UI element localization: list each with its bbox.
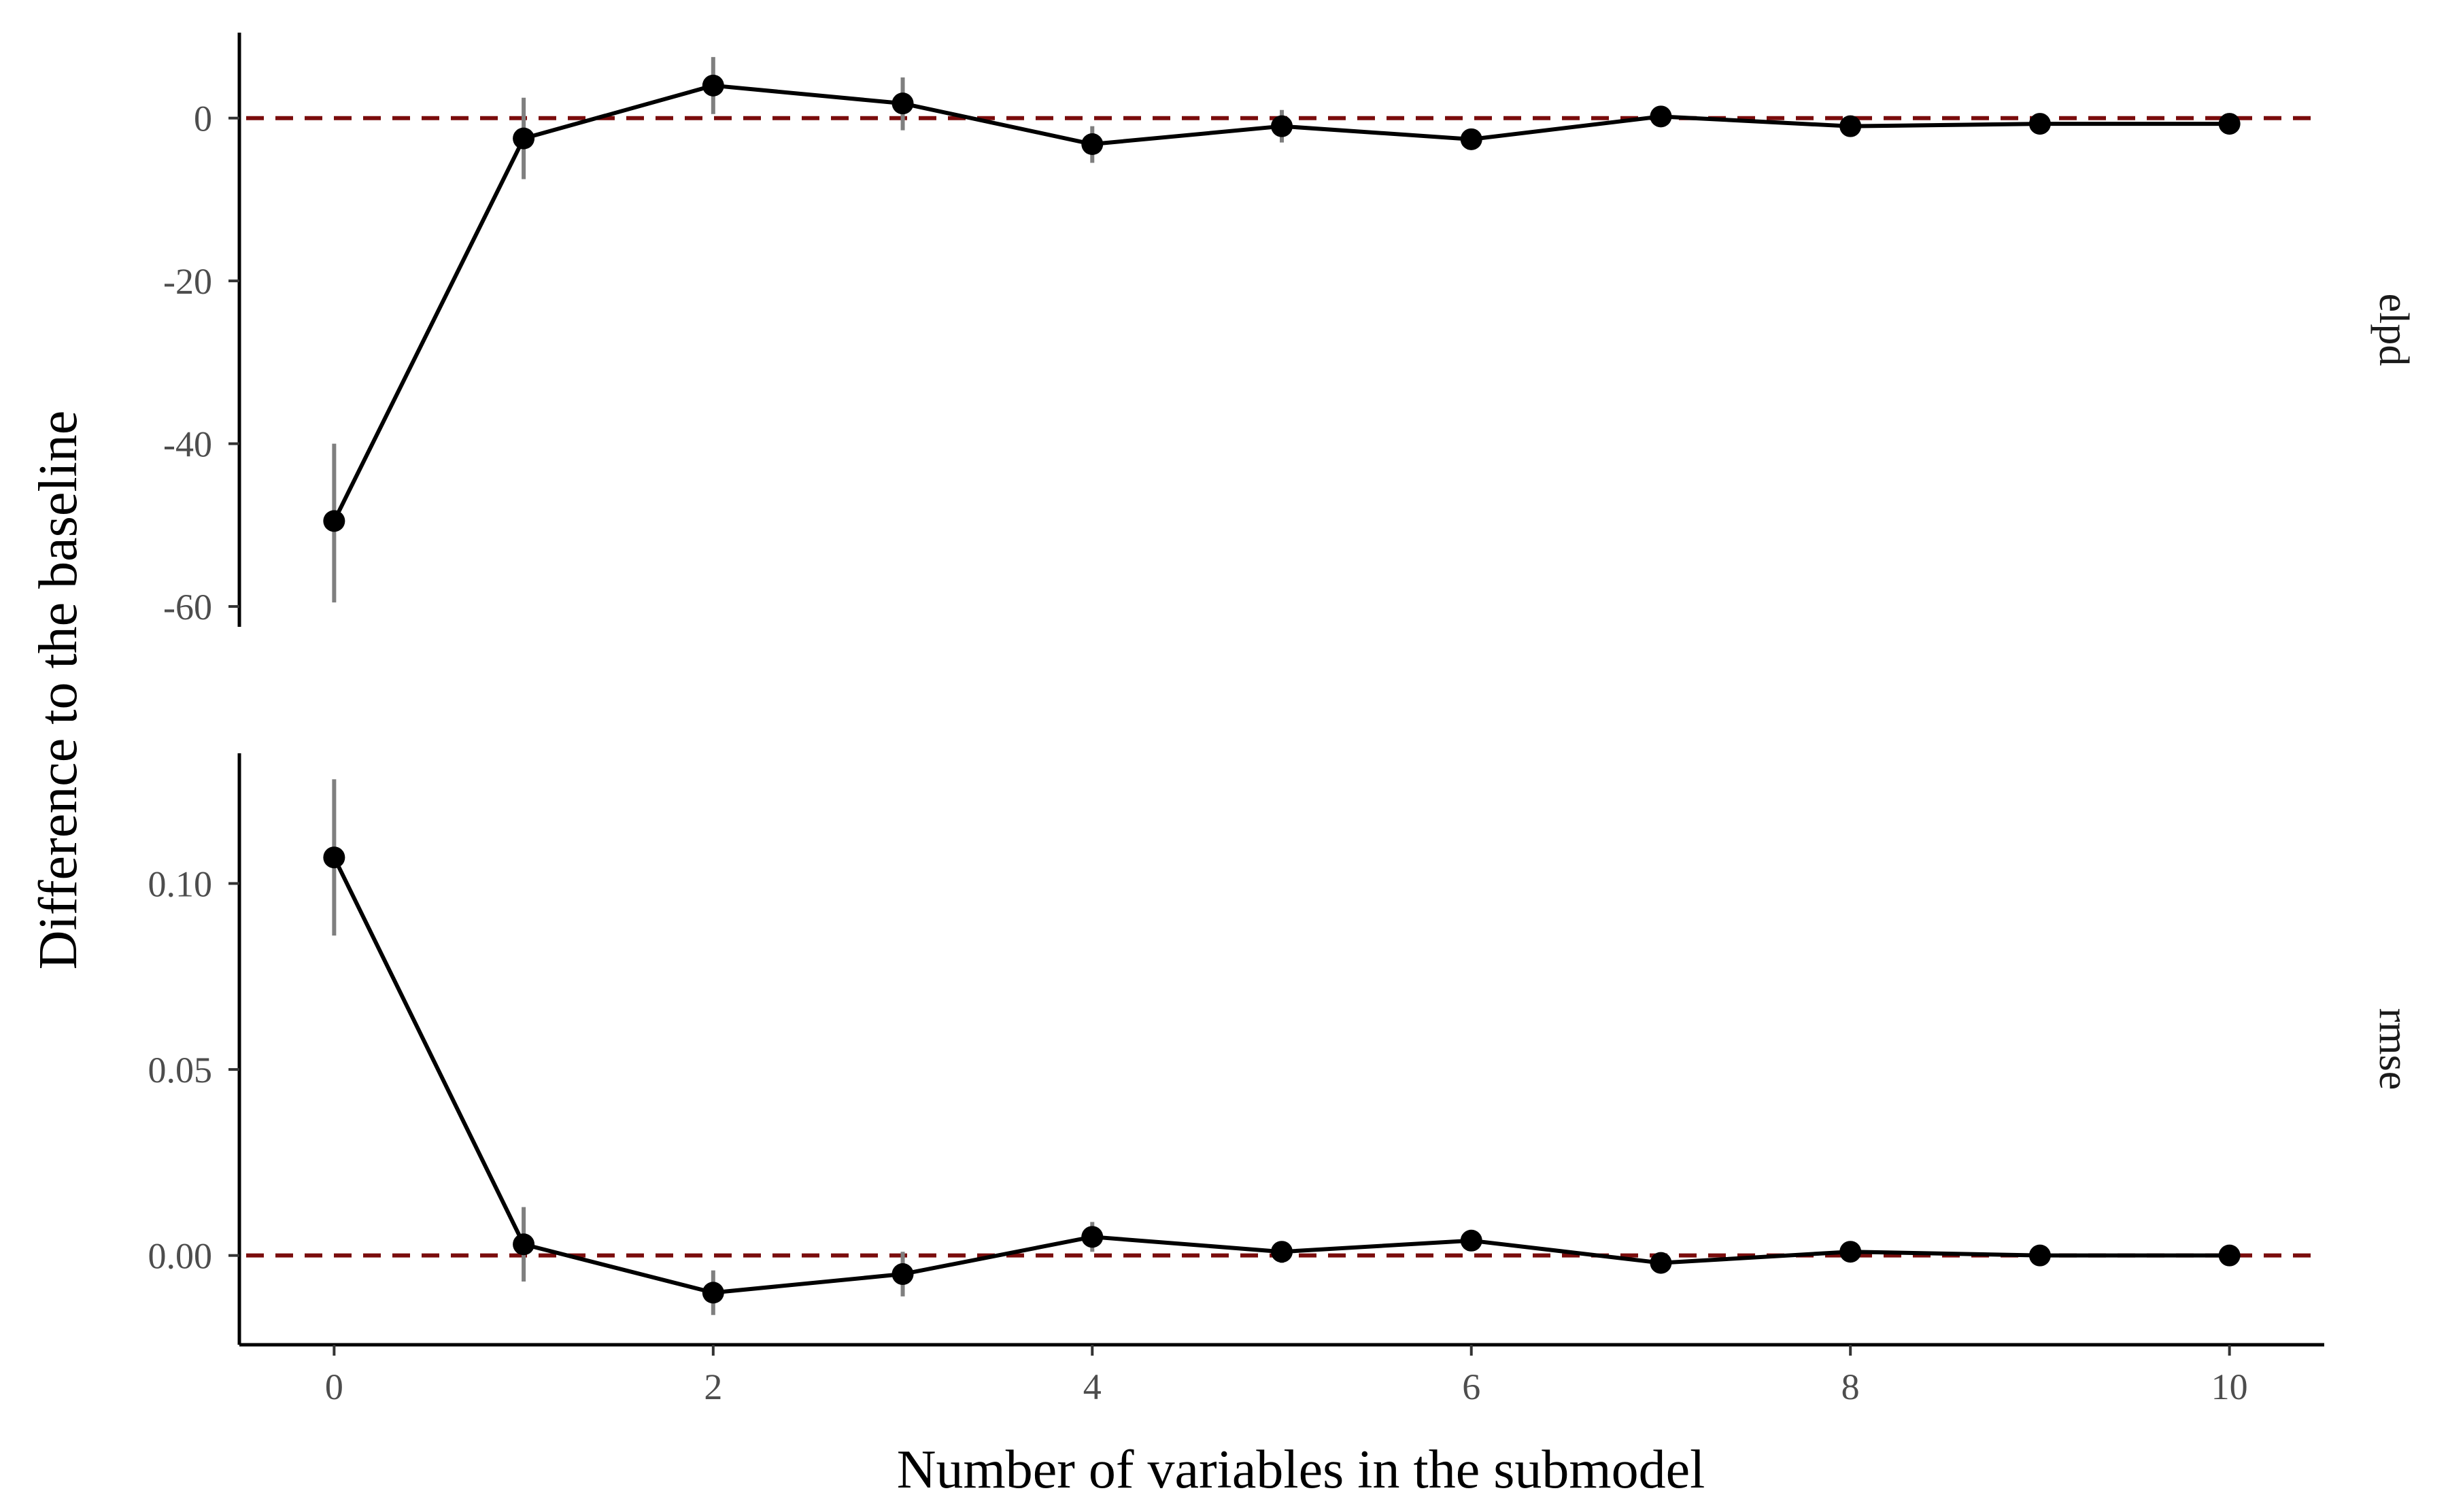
x-tick-label: 2 (704, 1367, 722, 1407)
panel-elpd: 0 -20 -40 -60 elpd (163, 33, 2417, 628)
y-tick-label: -60 (163, 587, 212, 628)
y-tick-label: 0.05 (148, 1050, 213, 1090)
data-point (702, 1282, 724, 1304)
data-point (2218, 113, 2241, 135)
x-tick-label: 8 (1841, 1367, 1860, 1407)
x-tick-label: 10 (2211, 1367, 2248, 1407)
data-point (1460, 1229, 1482, 1252)
data-point (1271, 1241, 1293, 1263)
data-point (1650, 1252, 1672, 1274)
data-point (2028, 1244, 2051, 1267)
x-tick-label: 0 (325, 1367, 343, 1407)
y-tick-label: 0 (194, 99, 212, 139)
data-point (513, 1233, 535, 1256)
data-point (1460, 128, 1482, 150)
data-point (1271, 115, 1293, 137)
y-tick-label: -20 (163, 261, 212, 302)
x-tick-label: 4 (1083, 1367, 1102, 1407)
data-point (323, 510, 345, 532)
data-point (702, 74, 724, 97)
y-axis-title: Difference to the baseline (29, 411, 88, 970)
data-point (323, 846, 345, 869)
strip-label-rmse: rmse (2370, 1008, 2417, 1090)
y-tick-label: -40 (163, 424, 212, 465)
data-point (891, 92, 914, 115)
data-point (1839, 115, 1862, 137)
data-point (2218, 1244, 2241, 1267)
strip-label-elpd: elpd (2370, 294, 2417, 366)
data-point (513, 127, 535, 150)
data-point (1650, 105, 1672, 128)
y-tick-label: 0.00 (148, 1236, 213, 1277)
x-tick-label: 6 (1462, 1367, 1480, 1407)
x-axis-title: Number of variables in the submodel (897, 1440, 1705, 1500)
data-point (1081, 1226, 1104, 1248)
panel-rmse: 0.00 0.05 0.10 rmse (148, 753, 2417, 1345)
panels: 0 -20 -40 -60 elpd 0.00 0.05 0.10 rmse (148, 33, 2417, 1345)
data-point (1081, 133, 1104, 156)
data-point (1839, 1241, 1862, 1263)
data-point (891, 1263, 914, 1286)
y-tick-label: 0.10 (148, 864, 213, 905)
x-axis: 0 2 4 6 8 10 (239, 1343, 2324, 1407)
data-point (2028, 113, 2051, 135)
